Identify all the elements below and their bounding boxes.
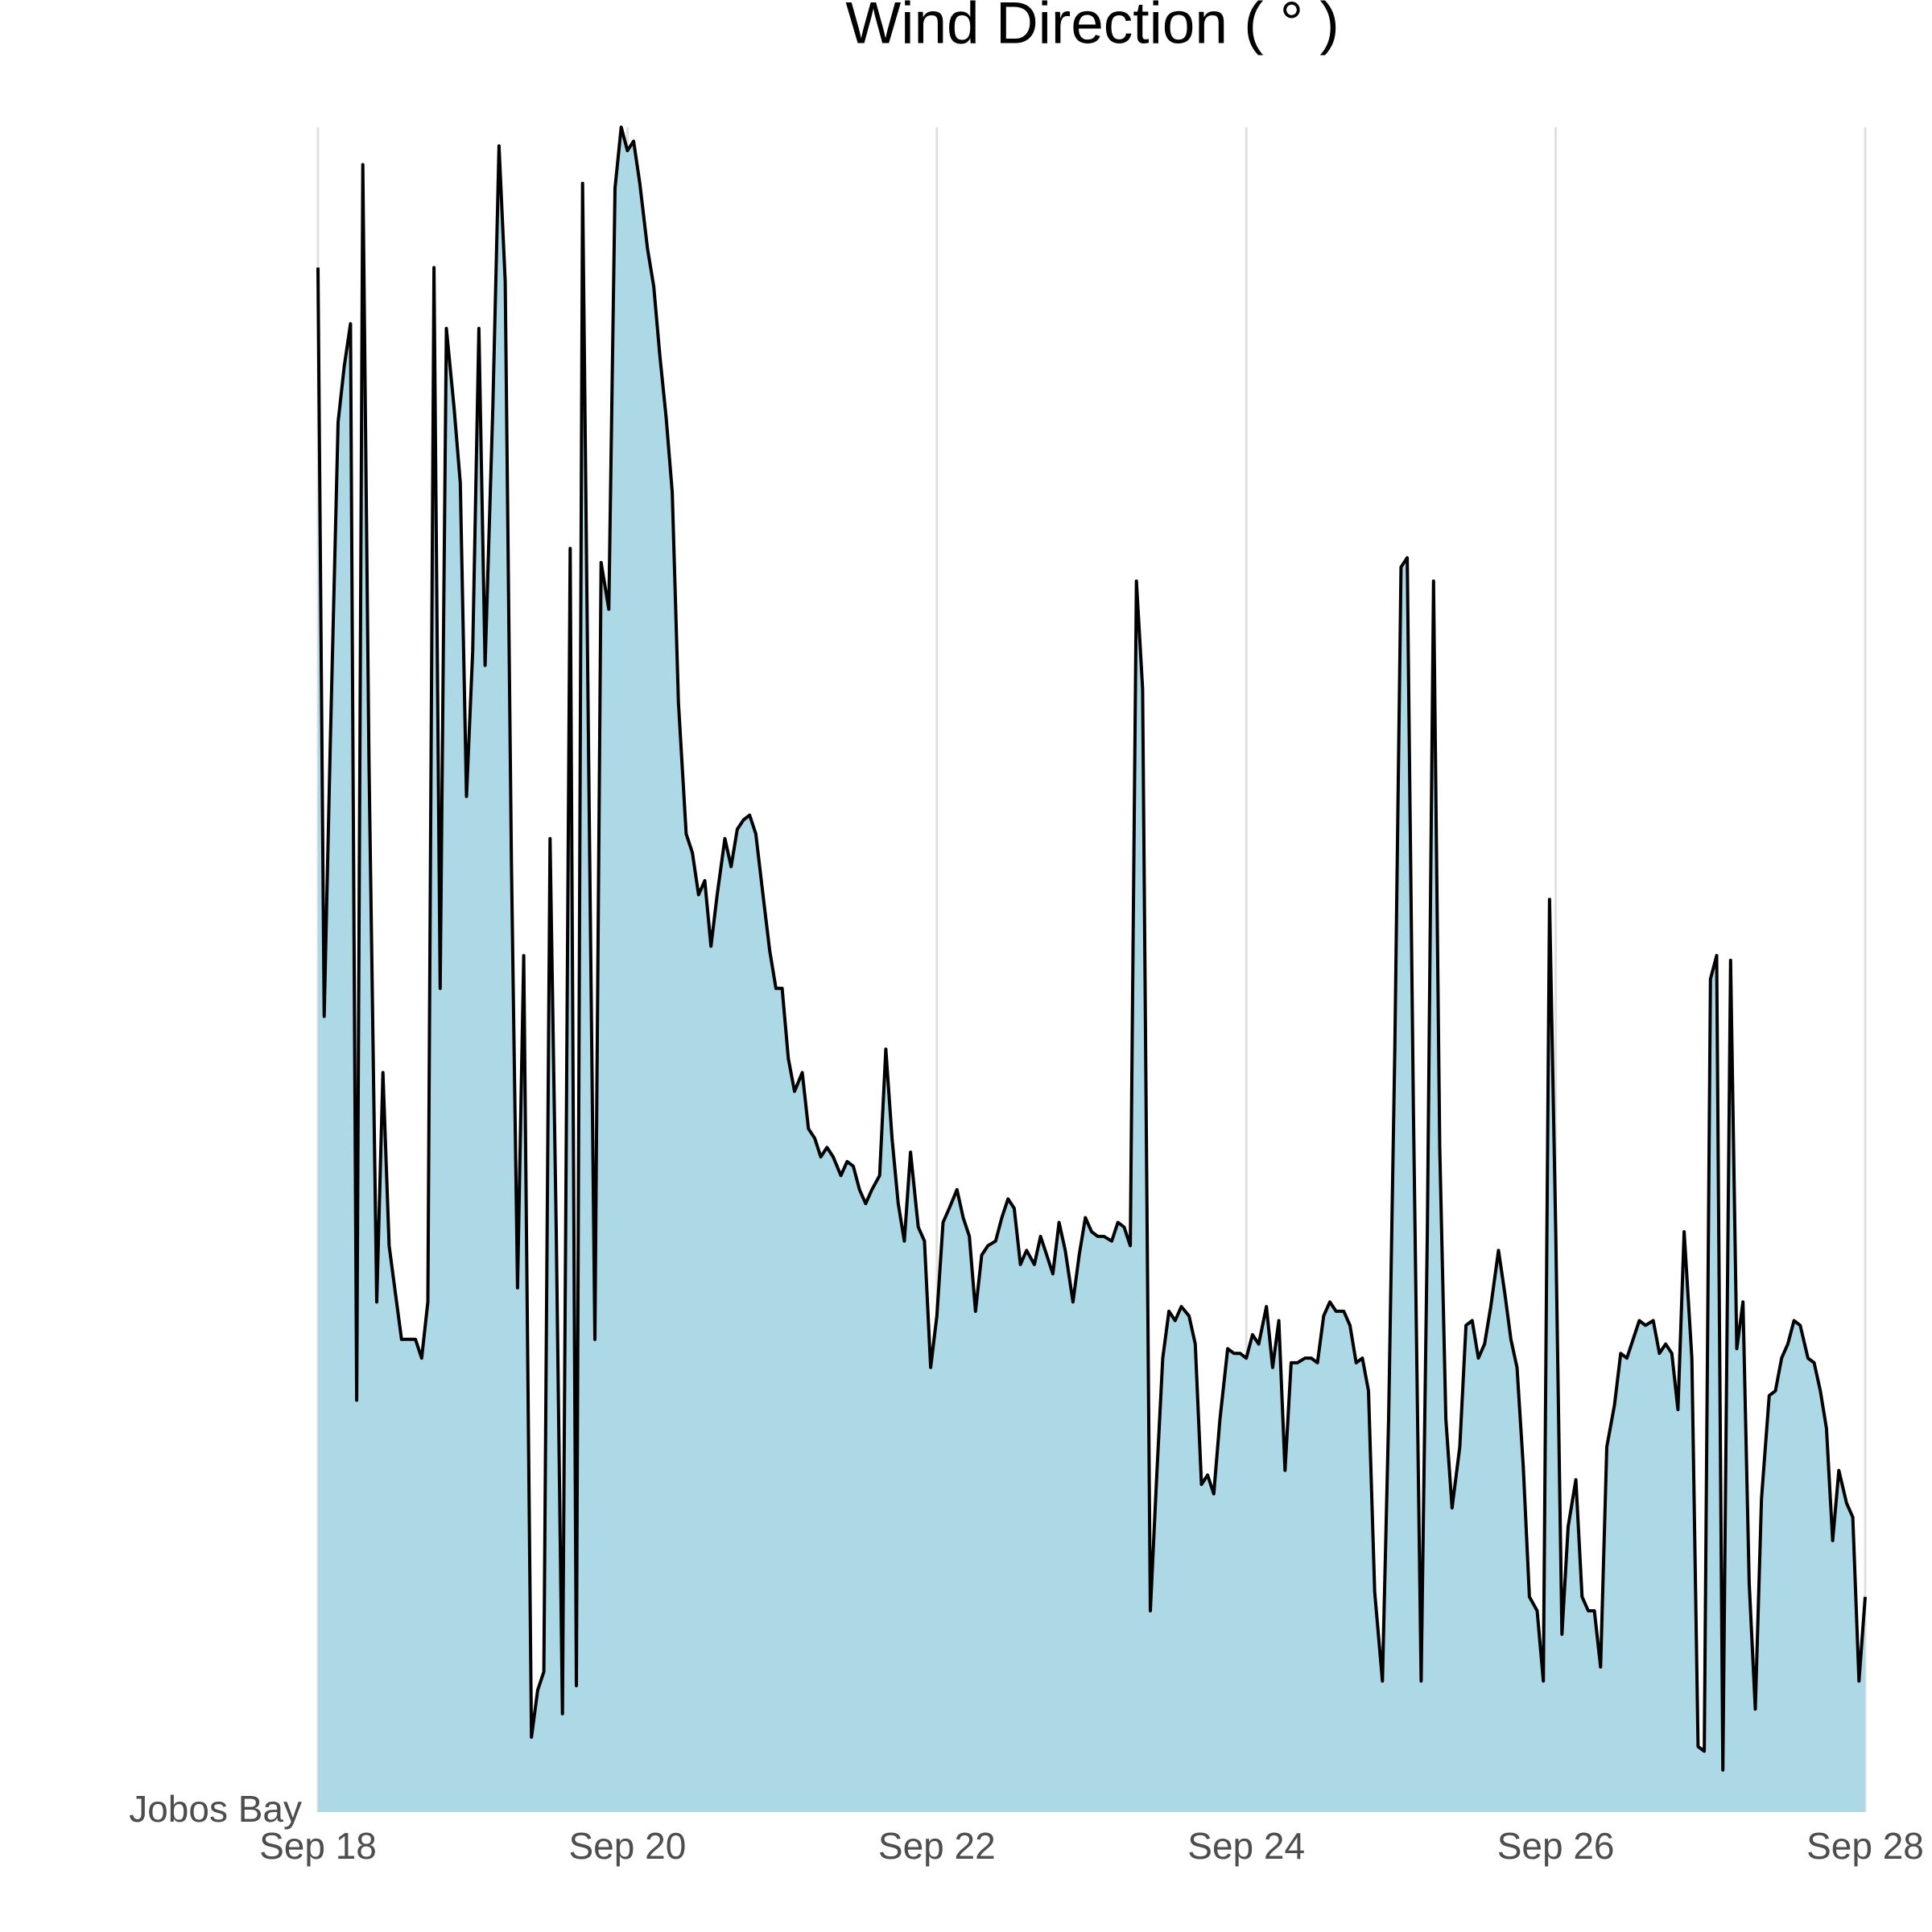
- x-tick-label: Sep 20: [569, 1825, 687, 1867]
- x-tick-label: Sep 26: [1497, 1825, 1615, 1867]
- chart-title: Wind Direction ( ° ): [845, 0, 1339, 56]
- x-tick-label: Sep 22: [878, 1825, 996, 1867]
- area-line: [316, 126, 1867, 1772]
- x-tick-label: Sep 18: [259, 1825, 377, 1867]
- series-label: Jobos Bay: [129, 1788, 302, 1830]
- x-tick-label: Sep 24: [1187, 1825, 1305, 1867]
- x-tick-label: Sep 28: [1806, 1825, 1924, 1867]
- area-fill: [318, 127, 1865, 1812]
